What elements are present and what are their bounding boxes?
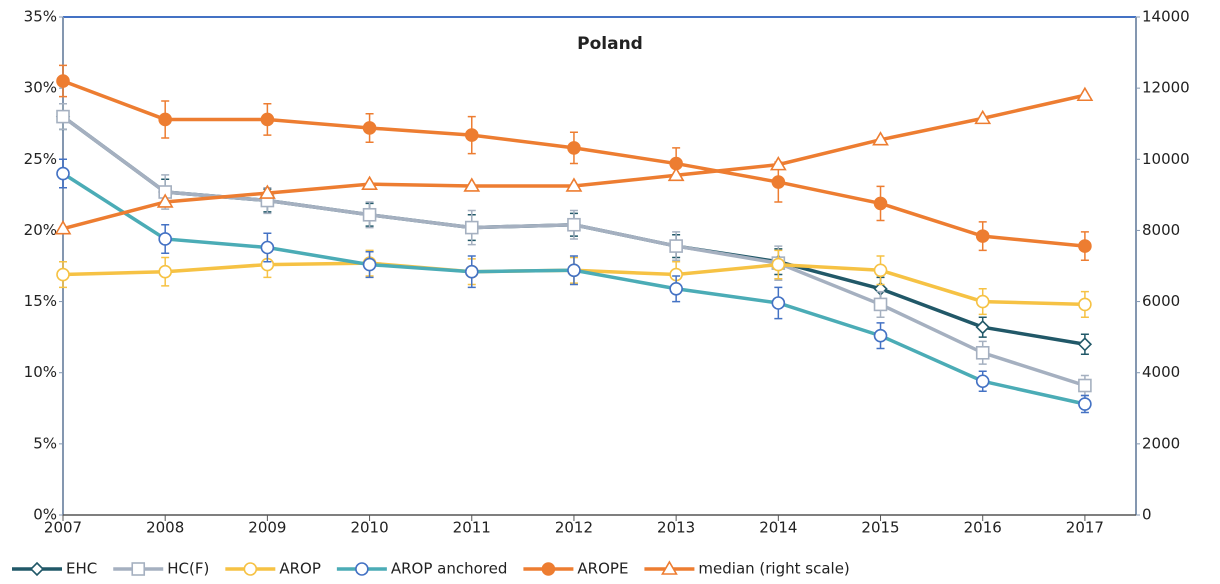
marker — [873, 263, 888, 278]
marker — [258, 184, 276, 199]
y2-tick-label: 4000 — [1142, 363, 1180, 381]
marker — [362, 121, 377, 135]
marker — [131, 562, 146, 576]
marker — [1078, 297, 1092, 312]
marker — [975, 345, 990, 360]
marker — [463, 177, 481, 192]
marker — [1078, 239, 1092, 253]
series-line — [62, 172, 1086, 406]
marker — [974, 109, 992, 125]
y-tick-label: 10% — [24, 363, 57, 381]
marker — [355, 562, 369, 576]
marker — [56, 74, 70, 88]
marker — [565, 177, 583, 192]
y-tick-label: 25% — [24, 150, 57, 168]
marker — [567, 263, 581, 278]
x-tick-label: 2013 — [657, 519, 695, 537]
x-tick-label: 2014 — [759, 519, 797, 537]
marker — [464, 220, 479, 235]
marker — [243, 562, 258, 576]
marker — [464, 264, 479, 279]
marker — [541, 562, 556, 576]
marker — [567, 141, 581, 155]
marker — [1078, 397, 1092, 411]
x-tick-label: 2010 — [350, 519, 388, 537]
marker — [667, 166, 685, 182]
series — [54, 86, 1094, 235]
marker — [975, 294, 990, 309]
y-tick-label: 5% — [33, 434, 57, 452]
marker — [669, 239, 683, 253]
marker — [1077, 337, 1093, 352]
x-tick-label: 2015 — [861, 519, 899, 537]
x-tick-label: 2012 — [555, 519, 593, 537]
marker — [661, 560, 678, 575]
marker — [29, 561, 45, 577]
marker — [56, 267, 70, 282]
marker — [669, 281, 683, 296]
x-tick-label: 2011 — [453, 519, 491, 537]
marker — [873, 196, 888, 211]
marker — [771, 257, 786, 272]
y2-tick-label: 6000 — [1142, 292, 1180, 310]
y2-tick-label: 8000 — [1142, 221, 1180, 239]
y2-tick-label: 14000 — [1142, 8, 1190, 26]
y2-tick-label: 2000 — [1142, 434, 1180, 452]
y2-tick-label: 12000 — [1142, 79, 1190, 97]
marker — [975, 374, 990, 389]
marker — [56, 166, 70, 181]
chart-title: Poland — [577, 34, 643, 54]
marker — [158, 112, 172, 127]
x-tick-label: 2016 — [964, 519, 1002, 537]
legend-label: HC(F) — [167, 560, 209, 578]
marker — [260, 112, 275, 127]
marker — [1076, 86, 1094, 102]
marker — [362, 257, 377, 272]
x-tick-label: 2009 — [248, 519, 286, 537]
x-tick-label: 2008 — [146, 519, 184, 537]
marker — [158, 264, 172, 279]
marker — [56, 109, 70, 124]
legend-label: AROP — [279, 560, 321, 578]
series — [56, 158, 1092, 414]
x-tick-label: 2017 — [1066, 519, 1104, 537]
legend-label: EHC — [66, 560, 97, 578]
y-tick-label: 20% — [24, 221, 57, 239]
legend-label: AROP anchored — [391, 560, 508, 578]
y2-tick-label: 0 — [1142, 506, 1152, 524]
marker — [769, 156, 787, 171]
marker — [156, 193, 174, 208]
x-tick-label: 2007 — [44, 519, 82, 537]
marker — [567, 217, 581, 232]
y2-tick-label: 10000 — [1142, 150, 1190, 168]
marker — [873, 297, 888, 312]
y-tick-label: 15% — [24, 292, 57, 310]
marker — [873, 328, 888, 343]
marker — [975, 229, 990, 243]
marker — [54, 220, 72, 235]
y-tick-label: 0% — [33, 506, 57, 524]
marker — [464, 128, 479, 142]
marker — [771, 175, 786, 189]
marker — [975, 320, 990, 335]
marker — [362, 207, 377, 222]
marker — [361, 175, 378, 190]
legend-label: median (right scale) — [698, 560, 849, 578]
marker — [771, 296, 786, 310]
series — [56, 103, 1092, 397]
marker — [260, 240, 275, 255]
y-tick-label: 30% — [24, 79, 57, 97]
marker — [872, 131, 889, 146]
marker — [158, 232, 172, 246]
legend-label: AROPE — [577, 560, 628, 578]
y-tick-label: 35% — [24, 8, 57, 26]
marker — [1078, 378, 1092, 393]
